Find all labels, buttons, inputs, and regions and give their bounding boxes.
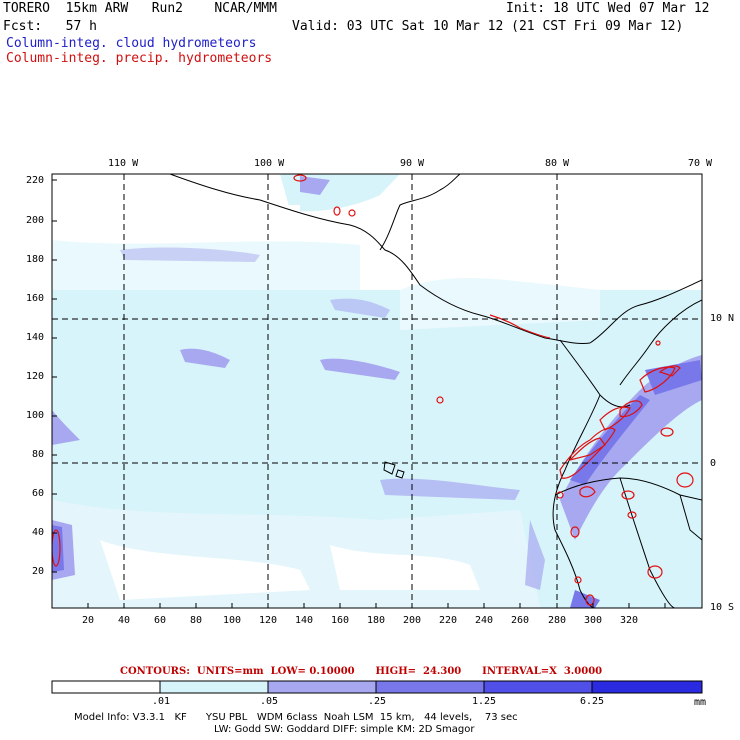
map-frame	[51, 173, 703, 609]
colorbar-label: .05	[260, 696, 279, 707]
x-tick: 140	[295, 615, 314, 626]
x-tick: 120	[259, 615, 278, 626]
colorbar-segment	[51, 680, 161, 694]
lat-label-0: 0	[710, 458, 717, 469]
x-tick: 240	[475, 615, 494, 626]
lon-label-100w: 100 W	[254, 158, 285, 169]
valid-time: Valid: 03 UTC Sat 10 Mar 12 (21 CST Fri …	[292, 19, 684, 34]
x-tick: 40	[118, 615, 131, 626]
colorbar-segment	[483, 680, 593, 694]
y-tick: 220	[26, 175, 45, 186]
colorbar-units: mm	[694, 697, 707, 708]
y-tick: 40	[32, 527, 45, 538]
colorbar-segment	[267, 680, 377, 694]
x-tick: 160	[331, 615, 350, 626]
field-precip-label: Column-integ. precip. hydrometeors	[6, 51, 273, 66]
init-time: Init: 18 UTC Wed 07 Mar 12	[506, 1, 710, 16]
x-tick: 220	[439, 615, 458, 626]
axis-ticks	[52, 179, 666, 608]
y-tick: 100	[26, 410, 45, 421]
lon-label-70w: 70 W	[688, 158, 713, 169]
forecast-hour: Fcst: 57 h	[3, 19, 97, 34]
y-tick: 180	[26, 254, 45, 265]
contours-info: CONTOURS: UNITS=mm LOW= 0.10000 HIGH= 24…	[120, 666, 603, 677]
colorbar-label: 6.25	[580, 696, 605, 707]
colorbar-label: 1.25	[472, 696, 497, 707]
cloud-field	[52, 174, 702, 608]
x-tick: 80	[190, 615, 203, 626]
lon-label-110w: 110 W	[108, 158, 139, 169]
x-tick: 180	[367, 615, 386, 626]
y-tick: 60	[32, 488, 45, 499]
y-tick: 20	[32, 566, 45, 577]
lat-label-10n: 10 N	[710, 313, 735, 324]
precip-contours	[52, 174, 694, 606]
colorbar-label: .01	[152, 696, 171, 707]
x-tick: 20	[82, 615, 95, 626]
y-tick: 120	[26, 371, 45, 382]
y-tick: 80	[32, 449, 45, 460]
physics-info: LW: Godd SW: Goddard DIFF: simple KM: 2D…	[214, 724, 475, 735]
coastlines	[169, 174, 702, 608]
lon-label-90w: 90 W	[400, 158, 425, 169]
x-tick: 60	[154, 615, 167, 626]
x-tick: 200	[403, 615, 422, 626]
x-tick: 260	[511, 615, 530, 626]
x-tick: 320	[620, 615, 639, 626]
x-tick: 300	[584, 615, 603, 626]
colorbar-segment	[591, 680, 703, 694]
lat-label-10s: 10 S	[710, 602, 735, 613]
model-title: TORERO 15km ARW Run2 NCAR/MMM	[3, 1, 277, 16]
y-tick: 140	[26, 332, 45, 343]
x-tick: 280	[548, 615, 567, 626]
x-tick: 100	[223, 615, 242, 626]
y-tick: 160	[26, 293, 45, 304]
lat-lon-grid	[52, 174, 702, 608]
y-tick: 200	[26, 215, 45, 226]
lon-label-80w: 80 W	[545, 158, 570, 169]
colorbar-segment	[375, 680, 485, 694]
field-cloud-label: Column-integ. cloud hydrometeors	[6, 36, 257, 51]
colorbar-segment	[159, 680, 269, 694]
colorbar-label: .25	[368, 696, 387, 707]
model-info: Model Info: V3.3.1 KF YSU PBL WDM 6class…	[74, 712, 518, 723]
